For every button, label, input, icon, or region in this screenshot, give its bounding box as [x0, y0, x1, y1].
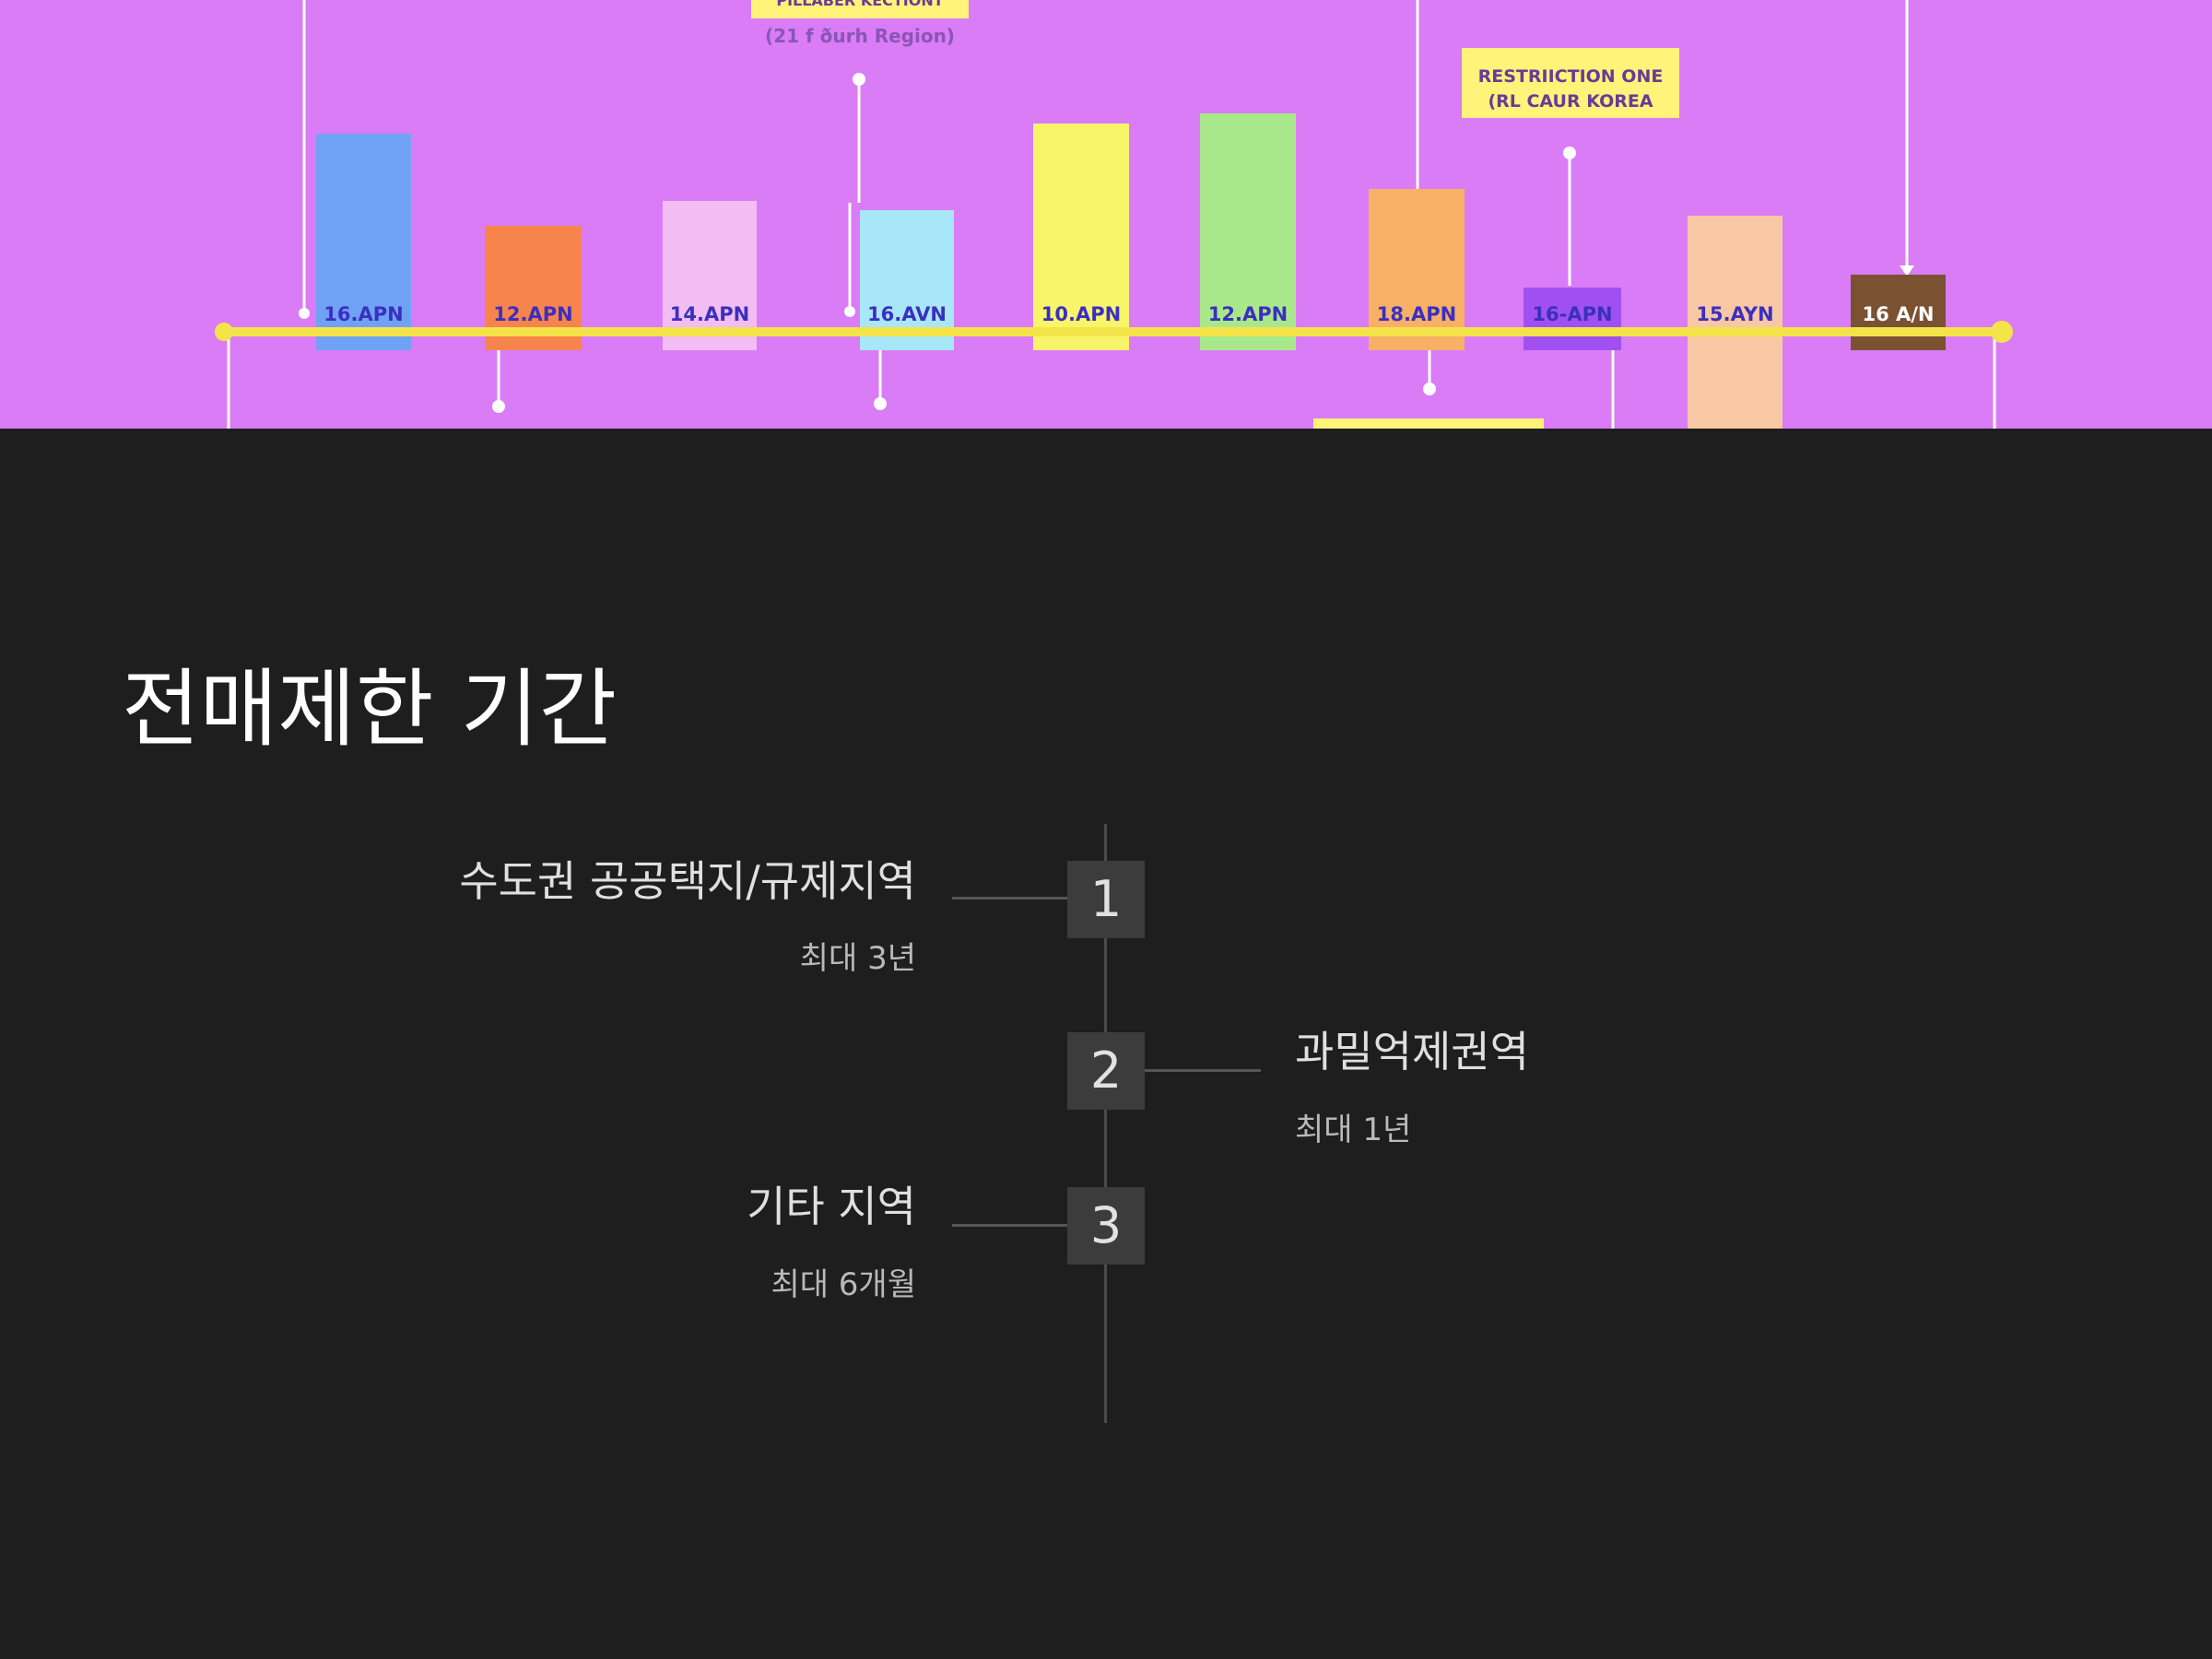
timeline-label-3: 기타 지역	[747, 1182, 916, 1231]
hero-bars: 16.APN 12.APN 14.APN 16.AVN 10.APN 12.APN 18.A…	[316, 113, 1946, 429]
timeline-label-2: 과밀억제권역	[1295, 1027, 1529, 1077]
baseline-end-left	[215, 323, 233, 341]
callout-box-1	[751, 0, 969, 18]
baseline-end-right	[1991, 321, 2013, 343]
hero-bar-label-1: 16.APN	[324, 303, 403, 325]
leader-dot	[853, 73, 865, 86]
callout-1-subtitle: (21 f ðurh Region)	[765, 25, 955, 47]
hero-bar-label-9: 15.AYN	[1696, 303, 1773, 325]
hero-bar-9	[1688, 216, 1783, 429]
leader-dot	[1563, 147, 1576, 159]
callout-2-subtitle: (RL CAUR KOREA	[1488, 91, 1653, 112]
timeline-connector-1	[952, 897, 1067, 900]
callout-box-3	[1313, 418, 1544, 429]
hero-illustration: PILLABER KECTIONT (21 f ðurh Region) RES…	[0, 0, 2212, 429]
timeline-node-3: 3	[1067, 1187, 1145, 1265]
timeline-node-2: 2	[1067, 1032, 1145, 1110]
hero-bar-7	[1369, 189, 1465, 350]
hero-bar-5	[1033, 124, 1129, 350]
timeline-sub-2: 최대 1년	[1295, 1112, 1412, 1148]
callout-2-title: RESTRIICTION ONE	[1478, 66, 1664, 87]
hero-bar-label-5: 10.APN	[1041, 303, 1121, 325]
hero-bar-8	[1524, 288, 1621, 350]
hero-bar-label-4: 16.AVN	[867, 303, 947, 325]
timeline-sub-3: 최대 6개월	[771, 1266, 916, 1303]
hero-bar-4	[860, 210, 954, 350]
timeline-label-1: 수도권 공공택지/규제지역	[459, 856, 916, 906]
hero-bar-1	[316, 134, 411, 350]
hero-bar-3	[663, 201, 757, 350]
leader-dot	[299, 308, 310, 319]
hero-graphic: PILLABER KECTIONT (21 f ðurh Region) RES…	[0, 0, 2212, 429]
hero-bar-label-10: 16 A/N	[1862, 303, 1934, 325]
timeline-sub-1: 최대 3년	[799, 940, 916, 977]
hero-bar-6	[1200, 113, 1296, 350]
leader-dot	[874, 397, 887, 410]
page-title: 전매제한 기간	[122, 660, 618, 759]
timeline-node-1: 1	[1067, 861, 1145, 938]
callout-box-2	[1462, 48, 1679, 118]
timeline-connector-3	[952, 1224, 1067, 1227]
hero-bar-label-6: 12.APN	[1208, 303, 1288, 325]
leader-dot	[492, 400, 505, 413]
leader-dot	[1423, 382, 1436, 395]
hero-bar-label-7: 18.APN	[1377, 303, 1456, 325]
hero-bar-label-3: 14.APN	[670, 303, 749, 325]
timeline-connector-2	[1145, 1069, 1261, 1072]
hero-bar-label-8: 16-APN	[1532, 303, 1612, 325]
leader-arrow	[1900, 265, 1914, 276]
leader-dot	[844, 306, 855, 317]
hero-bar-label-2: 12.APN	[493, 303, 572, 325]
hero-bar-10	[1851, 275, 1946, 350]
timeline-axis	[1104, 824, 1107, 1423]
callout-1-title: PILLABER KECTIONT	[776, 0, 943, 9]
